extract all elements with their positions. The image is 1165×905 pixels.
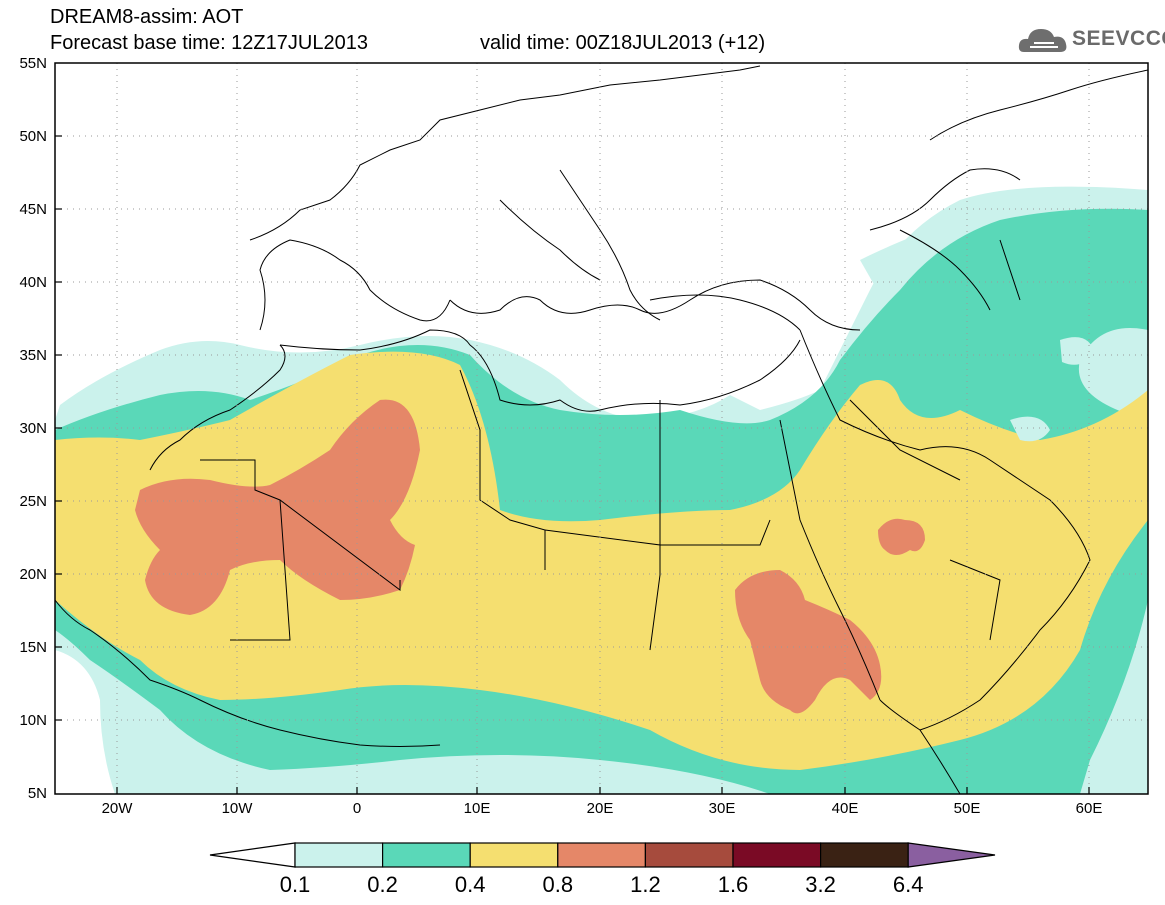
seevccc-logo: SEEVCCC	[1018, 22, 1165, 58]
cloud-icon	[1018, 29, 1067, 52]
colorbar-label: 1.2	[630, 872, 661, 897]
lat-label: 30N	[19, 420, 47, 437]
aot-contour-0-8-arabia	[878, 518, 925, 555]
lat-label: 55N	[19, 55, 47, 72]
colorbar-cell	[382, 842, 471, 868]
lat-label: 50N	[19, 128, 47, 145]
colorbar-label: 1.6	[718, 872, 749, 897]
colorbar-label: 0.1	[280, 872, 311, 897]
colorbar-cell	[557, 842, 646, 868]
lat-label: 40N	[19, 274, 47, 291]
lon-label: 30E	[709, 800, 736, 817]
logo-text: SEEVCCC	[1072, 27, 1165, 50]
lon-label: 40E	[832, 800, 859, 817]
colorbar-cell	[732, 842, 822, 868]
forecast-base-time: Forecast base time: 12Z17JUL2013	[50, 32, 368, 54]
lon-label: 20E	[587, 800, 614, 817]
lat-label: 10N	[19, 712, 47, 729]
valid-time: valid time: 00Z18JUL2013 (+12)	[480, 32, 766, 54]
lat-label: 5N	[28, 785, 47, 802]
colorbar-label: 0.2	[367, 872, 398, 897]
lat-label: 45N	[19, 201, 47, 218]
lon-label: 10W	[222, 800, 254, 817]
lat-label: 25N	[19, 493, 47, 510]
colorbar-arrow-high	[907, 842, 996, 868]
colorbar-cell	[644, 842, 734, 868]
aot-contour-0-8-east	[735, 570, 882, 714]
aot-contour-0-8-west	[135, 399, 420, 615]
lon-label: 10E	[464, 800, 491, 817]
colorbar-cell	[819, 842, 909, 868]
lon-label: 20W	[102, 800, 134, 817]
colorbar-label: 6.4	[893, 872, 924, 897]
colorbar-label: 3.2	[805, 872, 836, 897]
lon-label: 0	[353, 800, 361, 817]
graticule	[55, 63, 1148, 794]
lat-label: 15N	[19, 639, 47, 656]
lat-label: 20N	[19, 566, 47, 583]
coastlines	[54, 65, 1149, 795]
colorbar-label: 0.8	[543, 872, 574, 897]
lat-label: 35N	[19, 347, 47, 364]
lon-label: 60E	[1076, 800, 1103, 817]
lon-label: 50E	[954, 800, 981, 817]
colorbar-cell	[294, 842, 384, 868]
map-title: DREAM8-assim: AOT	[50, 6, 244, 28]
colorbar-cell	[469, 842, 559, 868]
colorbar-arrow-low	[209, 842, 296, 868]
colorbar-label: 0.4	[455, 872, 486, 897]
